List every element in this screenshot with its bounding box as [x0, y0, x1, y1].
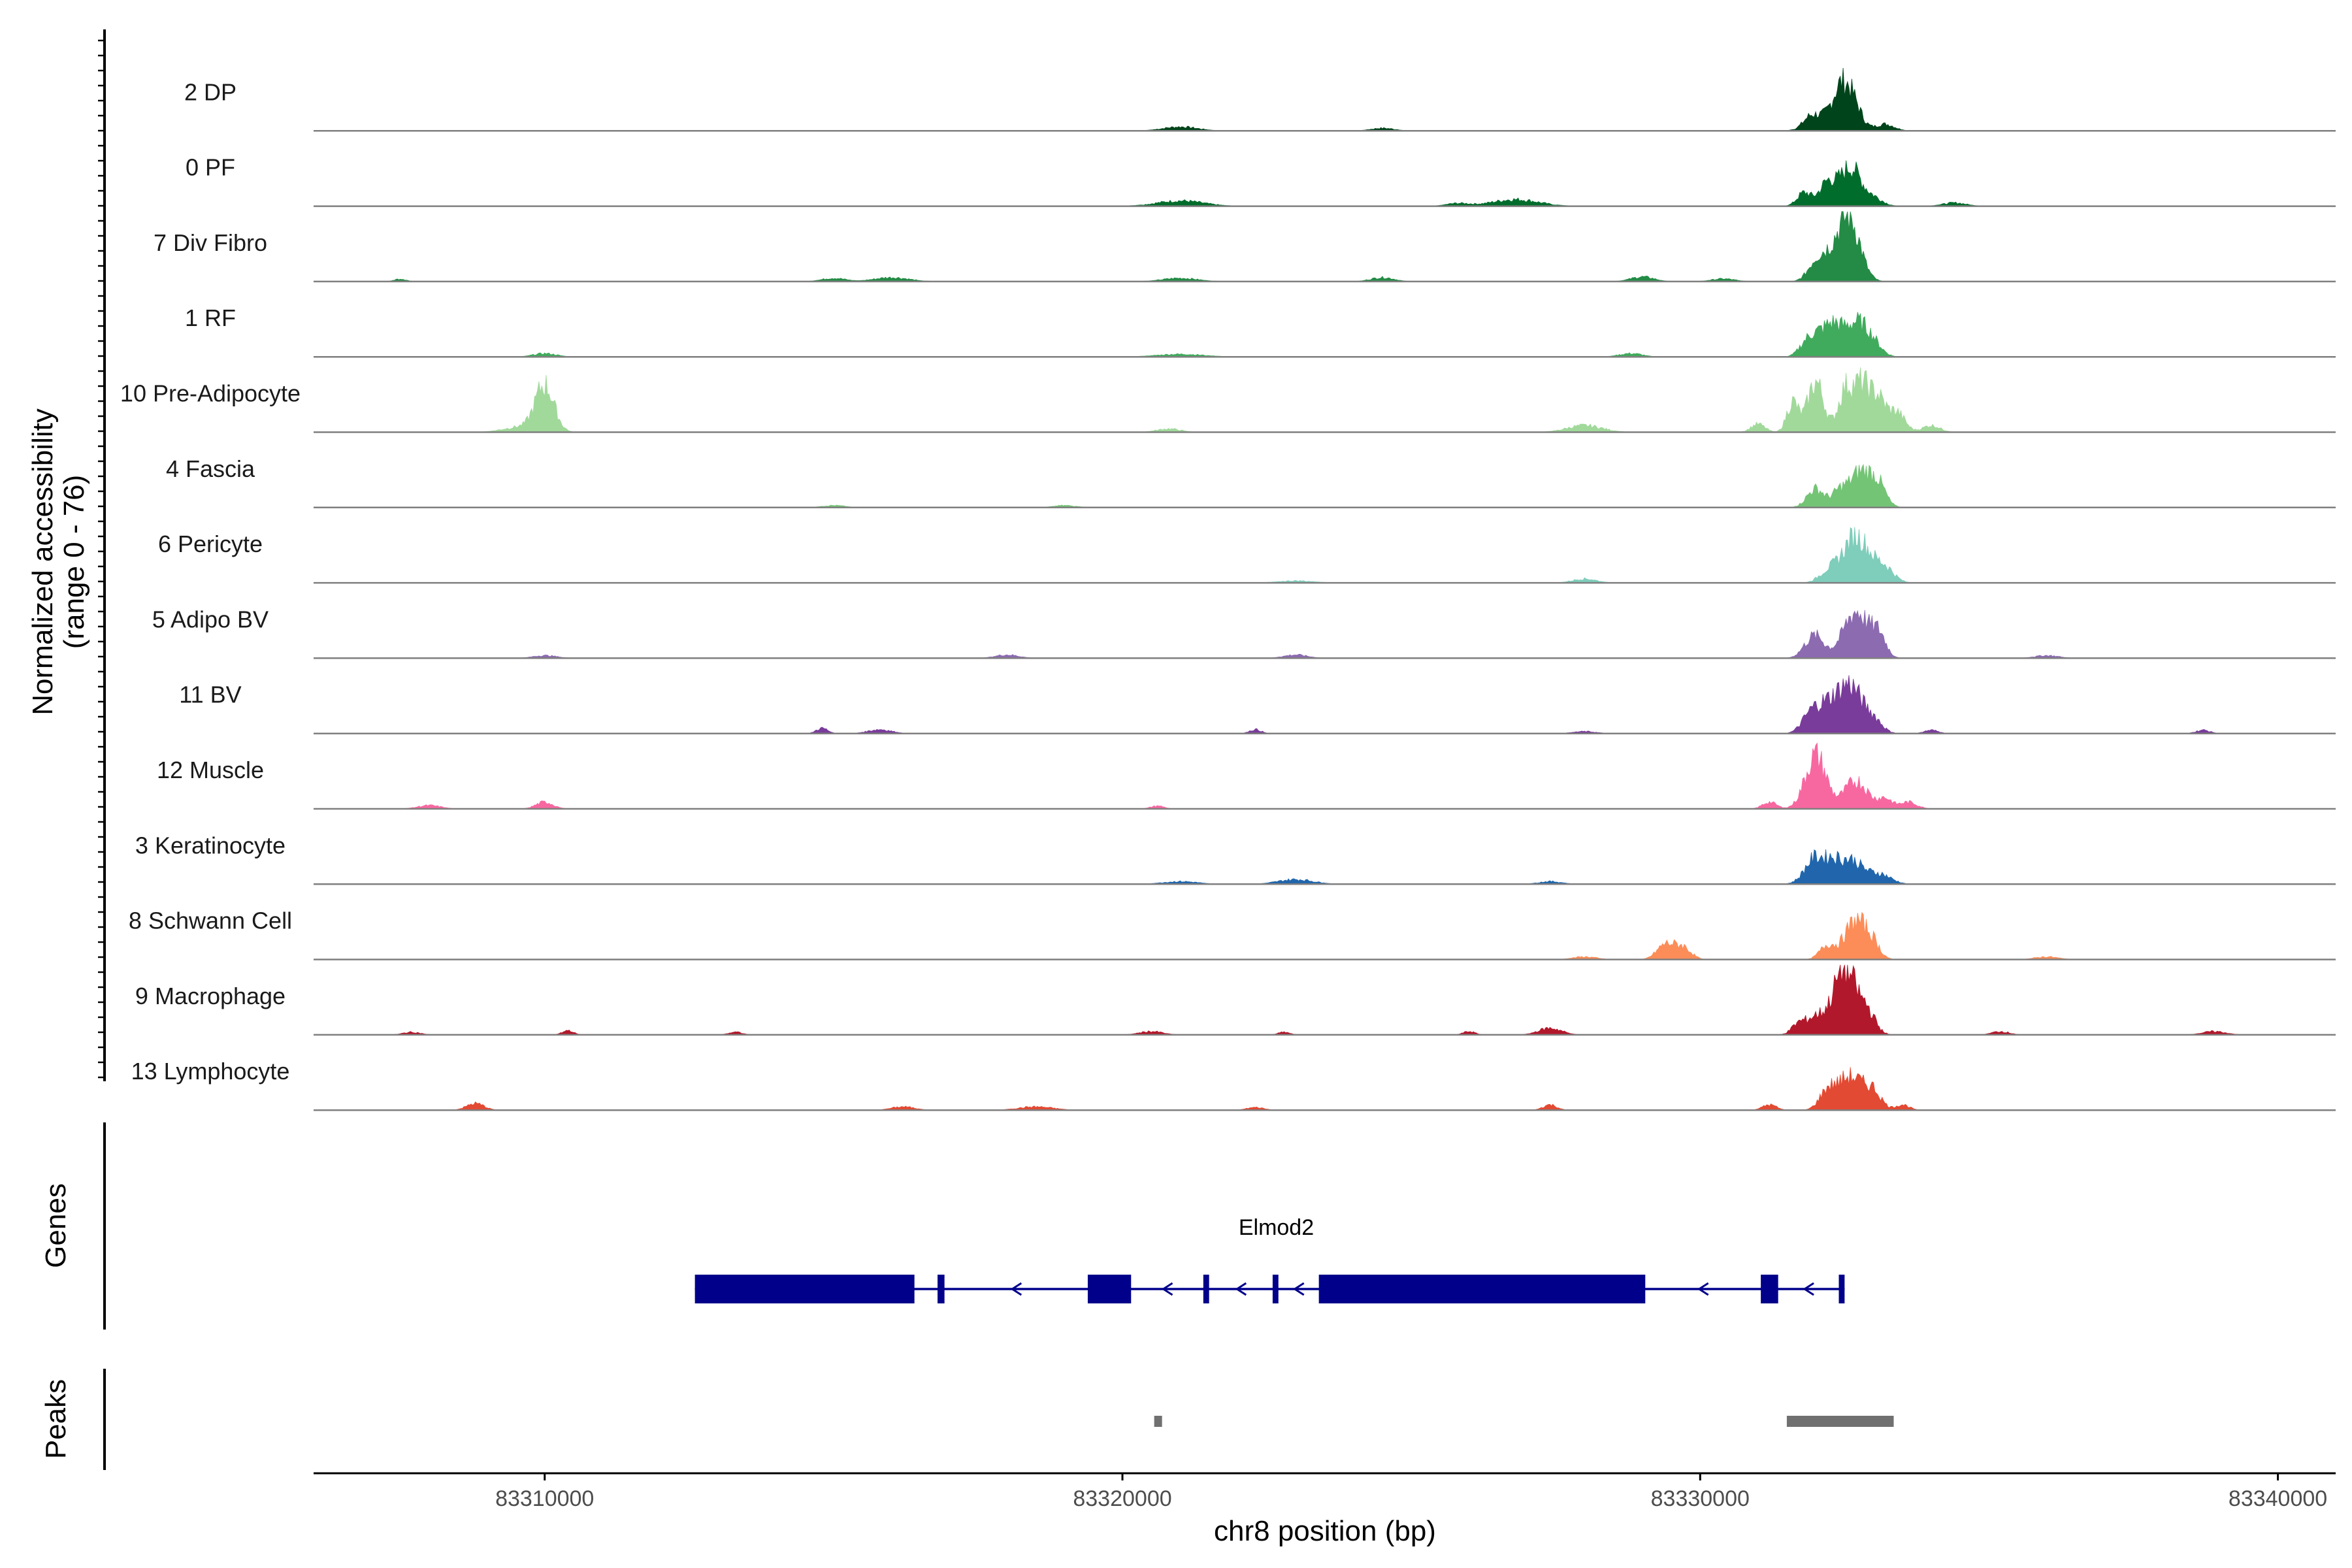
peak-region — [1786, 1416, 1894, 1427]
track-signal-area — [314, 211, 2336, 282]
gene-exon — [1272, 1275, 1279, 1303]
track-label: 3 Keratinocyte — [135, 832, 286, 858]
track-label: 2 DP — [184, 78, 237, 105]
genes-panel: Genes Elmod2 — [40, 1122, 1845, 1330]
track-label: 13 Lymphocyte — [131, 1058, 290, 1085]
track-label: 0 PF — [186, 154, 235, 181]
track-10-pre-adipocyte: 10 Pre-Adipocyte — [120, 367, 2336, 433]
track-signal-area — [314, 911, 2336, 960]
track-signal-area — [314, 742, 2336, 809]
strand-arrow — [1292, 1282, 1305, 1296]
strand-arrow — [1235, 1282, 1247, 1296]
track-signal-area — [314, 610, 2336, 659]
gene-exon — [1203, 1275, 1209, 1303]
gene-exon — [694, 1275, 915, 1303]
strand-arrow — [1803, 1282, 1814, 1296]
track-signal-area — [314, 67, 2336, 131]
track-7-div-fibro: 7 Div Fibro — [154, 211, 2336, 283]
track-label: 8 Schwann Cell — [129, 907, 292, 934]
gene-model: Elmod2 — [694, 1215, 1845, 1303]
genes-panel-label: Genes — [40, 1183, 72, 1268]
track-0-pf: 0 PF — [186, 154, 2336, 207]
track-label: 4 Fascia — [166, 455, 255, 482]
x-tick-label: 83340000 — [2229, 1486, 2327, 1511]
track-13-lymphocyte: 13 Lymphocyte — [131, 1058, 2336, 1111]
y-axis — [98, 29, 106, 1081]
track-signal-area — [314, 527, 2336, 583]
track-signal-area — [314, 160, 2336, 206]
track-1-rf: 1 RF — [185, 304, 2336, 358]
strand-arrow — [1161, 1282, 1173, 1296]
track-label: 1 RF — [185, 304, 236, 331]
peaks-panel: Peaks — [40, 1369, 1894, 1470]
track-signal-area — [314, 964, 2336, 1036]
coverage-tracks: 2 DP 0 PF 7 Div Fibro 1 RF 10 Pre-Adipocyte 4… — [120, 67, 2336, 1111]
gene-exon — [938, 1275, 945, 1303]
track-2-dp: 2 DP — [184, 67, 2336, 132]
track-label: 9 Macrophage — [135, 983, 286, 1009]
peak-region — [1154, 1416, 1162, 1427]
track-label: 12 Muscle — [157, 757, 264, 783]
track-label: 7 Div Fibro — [154, 229, 267, 256]
x-axis: 83310000 83320000 83330000 83340000 — [314, 1472, 2336, 1511]
track-signal-area — [314, 1067, 2336, 1111]
track-label: 6 Pericyte — [158, 531, 263, 557]
track-9-macrophage: 9 Macrophage — [135, 964, 2336, 1036]
y-axis-title: Normalized accessibility — [27, 408, 59, 715]
gene-exon — [1838, 1275, 1845, 1303]
track-signal-area — [314, 675, 2336, 734]
x-tick-label: 83310000 — [495, 1486, 594, 1511]
x-tick-label: 83320000 — [1073, 1486, 1171, 1511]
track-label: 10 Pre-Adipocyte — [120, 380, 301, 407]
track-11-bv: 11 BV — [179, 675, 2336, 734]
x-axis-title: chr8 position (bp) — [1214, 1515, 1436, 1547]
track-4-fascia: 4 Fascia — [166, 455, 2336, 509]
peaks-panel-label: Peaks — [40, 1379, 72, 1459]
y-axis-subtitle: (range 0 - 76) — [58, 475, 90, 649]
track-3-keratinocyte: 3 Keratinocyte — [135, 832, 2336, 885]
track-6-pericyte: 6 Pericyte — [158, 527, 2336, 584]
gene-exon — [1087, 1275, 1132, 1303]
track-signal-area — [314, 367, 2336, 433]
x-tick-label: 83330000 — [1651, 1486, 1750, 1511]
gene-name-label: Elmod2 — [1239, 1215, 1314, 1240]
track-label: 5 Adipo BV — [152, 606, 269, 632]
track-signal-area — [314, 312, 2336, 357]
gene-exon — [1761, 1275, 1778, 1303]
track-signal-area — [314, 849, 2336, 885]
strand-arrow — [1697, 1282, 1709, 1296]
track-8-schwann-cell: 8 Schwann Cell — [129, 907, 2336, 960]
gene-exon — [1318, 1275, 1646, 1303]
track-signal-area — [314, 463, 2336, 508]
track-12-muscle: 12 Muscle — [157, 742, 2336, 810]
track-5-adipo-bv: 5 Adipo BV — [152, 606, 2336, 659]
track-label: 11 BV — [179, 681, 241, 708]
strand-arrow — [1010, 1282, 1022, 1296]
